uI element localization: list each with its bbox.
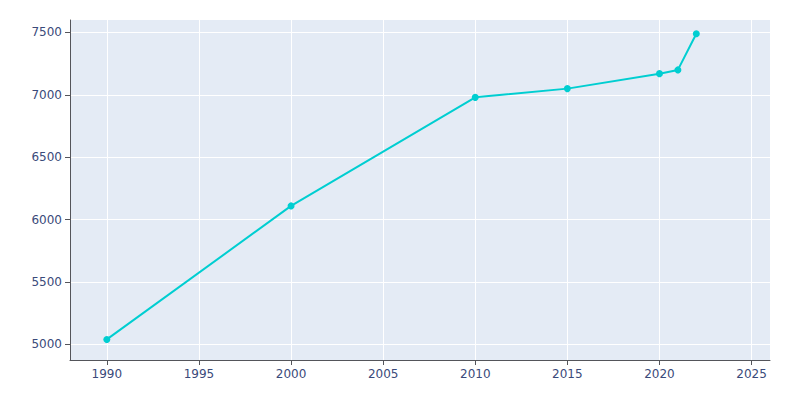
svg-text:6000: 6000 [31, 213, 62, 227]
svg-text:5000: 5000 [31, 337, 62, 351]
svg-text:7000: 7000 [31, 88, 62, 102]
svg-text:5500: 5500 [31, 275, 62, 289]
svg-text:1990: 1990 [92, 367, 123, 381]
svg-text:2010: 2010 [460, 367, 491, 381]
svg-text:2005: 2005 [368, 367, 399, 381]
svg-text:2015: 2015 [552, 367, 583, 381]
svg-text:6500: 6500 [31, 150, 62, 164]
svg-text:1995: 1995 [184, 367, 215, 381]
svg-text:2000: 2000 [276, 367, 307, 381]
svg-text:2020: 2020 [644, 367, 675, 381]
svg-text:7500: 7500 [31, 25, 62, 39]
svg-text:2025: 2025 [736, 367, 767, 381]
